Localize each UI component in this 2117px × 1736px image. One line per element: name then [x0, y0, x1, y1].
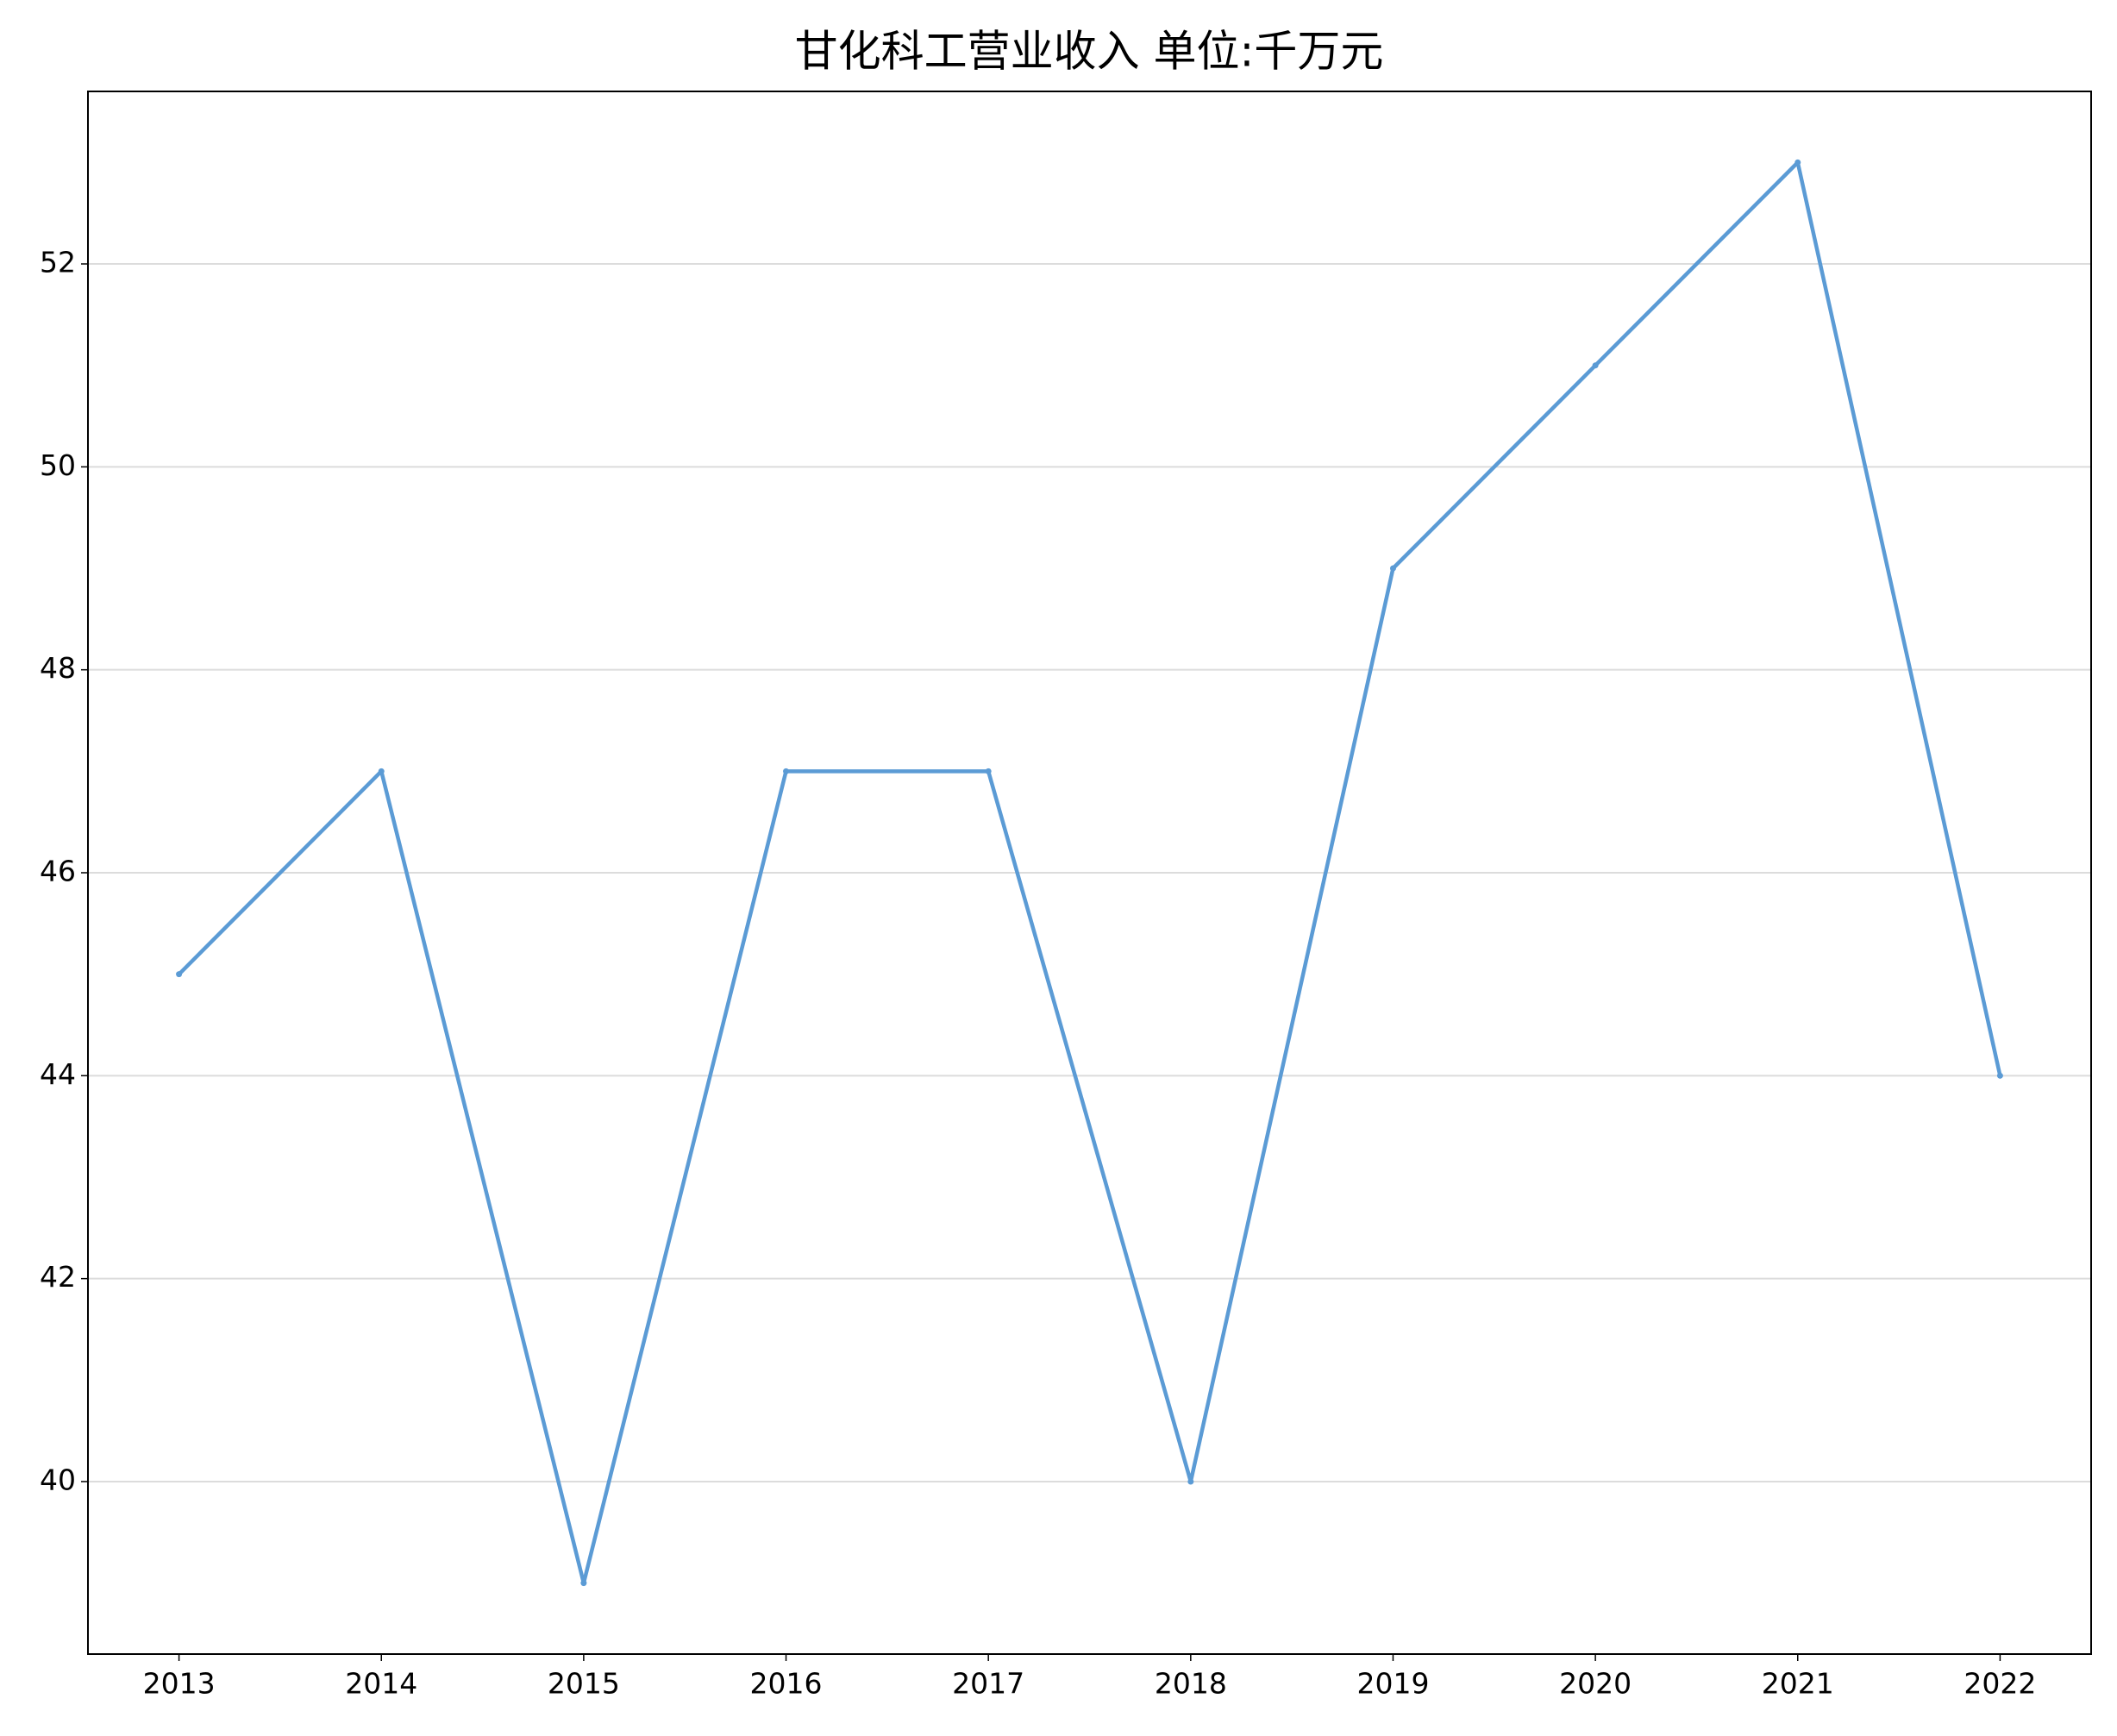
point	[176, 971, 183, 978]
x-tick-label: 2021	[1762, 1667, 1834, 1701]
y-tick-label: 52	[40, 246, 76, 279]
x-tick-label: 2019	[1356, 1667, 1429, 1701]
x-tick-label: 2016	[750, 1667, 823, 1701]
point	[1389, 565, 1396, 572]
y-tick-label: 44	[40, 1057, 76, 1091]
point	[985, 768, 992, 774]
chart-title: 甘化科工营业收入 单位:千万元	[795, 27, 1384, 77]
x-tick-label: 2017	[952, 1667, 1024, 1701]
point	[783, 768, 790, 774]
x-tick-label: 2014	[345, 1667, 417, 1701]
y-tick-label: 48	[40, 651, 76, 685]
y-tick-label: 40	[40, 1463, 76, 1496]
y-tick-label: 50	[40, 448, 76, 482]
line	[177, 160, 2002, 1585]
x-tick-label: 2013	[143, 1667, 216, 1701]
point	[580, 1580, 587, 1587]
plot-frame	[87, 91, 2092, 1655]
y-tick-label: 46	[40, 855, 76, 888]
x-tick-label: 2020	[1559, 1667, 1632, 1701]
y-tick-label: 42	[40, 1260, 76, 1294]
point	[1996, 1072, 2003, 1079]
x-tick-label: 2022	[1964, 1667, 2036, 1701]
x-tick-label: 2018	[1155, 1667, 1227, 1701]
point	[1187, 1478, 1194, 1485]
point	[378, 768, 385, 774]
point	[1592, 362, 1599, 369]
x-tick-label: 2015	[548, 1667, 620, 1701]
point	[1794, 159, 1801, 166]
